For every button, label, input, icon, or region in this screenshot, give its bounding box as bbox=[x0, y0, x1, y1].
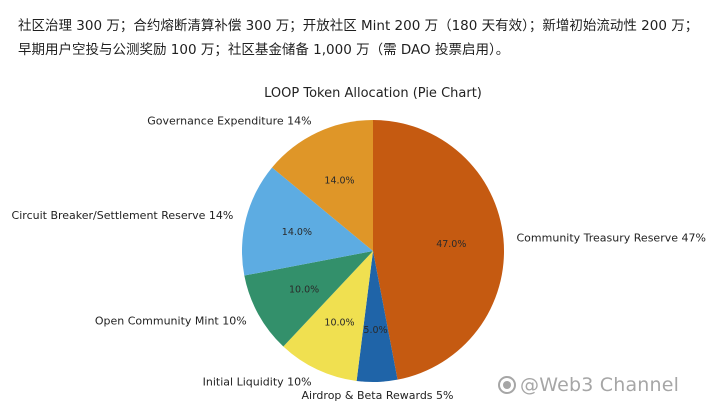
watermark-logo-icon bbox=[498, 376, 516, 394]
watermark: @Web3 Channel bbox=[498, 374, 679, 396]
pie-slice-5 bbox=[272, 120, 373, 251]
pie-percent-label-1: 5.0% bbox=[363, 325, 387, 336]
pie-category-labels: Community Treasury Reserve 47% Airdrop & … bbox=[12, 115, 706, 402]
pie-category-label-3: Open Community Mint 10% bbox=[95, 314, 247, 327]
pie-category-label-4: Circuit Breaker/Settlement Reserve 14% bbox=[12, 209, 234, 222]
pie-slice-4 bbox=[241, 167, 373, 276]
chart-title: LOOP Token Allocation (Pie Chart) bbox=[264, 86, 482, 101]
pie-category-label-5: Governance Expenditure 14% bbox=[147, 115, 311, 128]
pie-category-label-0: Community Treasury Reserve 47% bbox=[517, 231, 706, 244]
pie-slice-0 bbox=[373, 120, 505, 380]
pie-slice-3 bbox=[244, 251, 373, 347]
pie-percent-label-5: 14.0% bbox=[324, 175, 354, 186]
pie-percent-label-3: 10.0% bbox=[289, 284, 319, 295]
pie-category-label-1: Airdrop & Beta Rewards 5% bbox=[302, 389, 454, 402]
pie-category-label-2: Initial Liquidity 10% bbox=[203, 375, 312, 388]
pie-percent-label-2: 10.0% bbox=[324, 318, 354, 329]
watermark-text: @Web3 Channel bbox=[520, 374, 680, 396]
pie-percent-label-0: 47.0% bbox=[436, 239, 466, 250]
intro-paragraph: 社区治理 300 万；合约熔断清算补偿 300 万；开放社区 Mint 200 … bbox=[18, 18, 699, 58]
pie-slice-2 bbox=[283, 251, 373, 381]
pie-percent-label-4: 14.0% bbox=[282, 227, 312, 238]
pie-percent-labels: 47.0% 5.0% 10.0% 10.0% 14.0% 14.0% bbox=[282, 175, 467, 336]
pie-slices bbox=[241, 120, 505, 383]
pie-slice-1 bbox=[356, 251, 398, 383]
